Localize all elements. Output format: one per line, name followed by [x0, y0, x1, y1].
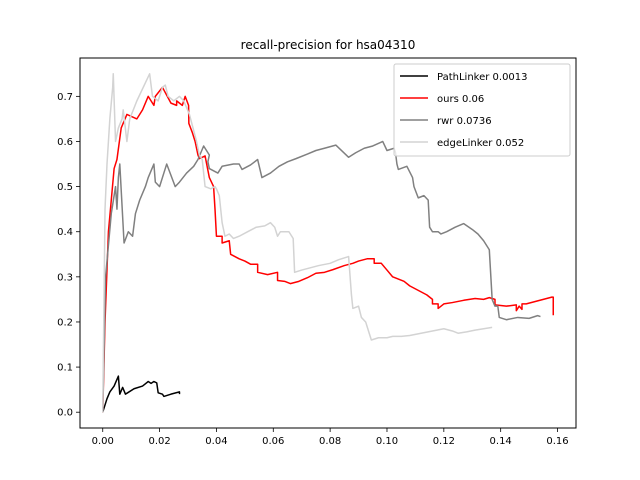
y-tick-label: 0.1	[57, 363, 73, 374]
series-line-2	[101, 140, 541, 413]
x-tick-label: 0.16	[546, 436, 568, 447]
plot-frame	[79, 57, 577, 429]
y-tick-label: 0.4	[57, 227, 73, 238]
legend-label: rwr 0.0736	[437, 116, 492, 127]
x-tick-label: 0.04	[205, 436, 227, 447]
axes: 0.00 0.02 0.04 0.06 0.08 0.10 0.12 0.14 0.16 0.0 0…	[57, 92, 569, 447]
y-tick-label: 0.0	[57, 408, 73, 419]
y-tick-label: 0.3	[57, 272, 73, 283]
x-tick-label: 0.12	[433, 436, 455, 447]
x-tick-label: 0.08	[319, 436, 341, 447]
legend: PathLinker 0.0013 ours 0.06 rwr 0.0736 edge…	[393, 63, 571, 157]
legend-label: PathLinker 0.0013	[437, 72, 528, 83]
x-tick-label: 0.14	[490, 436, 512, 447]
series-layer	[101, 73, 555, 413]
x-tick-label: 0.02	[148, 436, 170, 447]
y-tick-label: 0.6	[57, 137, 73, 148]
y-tick-label: 0.5	[57, 182, 73, 193]
y-tick-label: 0.2	[57, 317, 73, 328]
legend-label: edgeLinker 0.052	[437, 138, 524, 149]
x-tick-label: 0.00	[92, 436, 114, 447]
x-tick-label: 0.10	[376, 436, 398, 447]
x-tick-label: 0.06	[262, 436, 284, 447]
series-line-3	[101, 73, 493, 413]
legend-box	[393, 63, 571, 157]
series-line-1	[101, 86, 555, 413]
legend-label: ours 0.06	[437, 94, 484, 105]
series-line-0	[102, 375, 181, 413]
y-tick-label: 0.7	[57, 92, 73, 103]
chart-title: recall-precision for hsa04310	[241, 38, 416, 52]
